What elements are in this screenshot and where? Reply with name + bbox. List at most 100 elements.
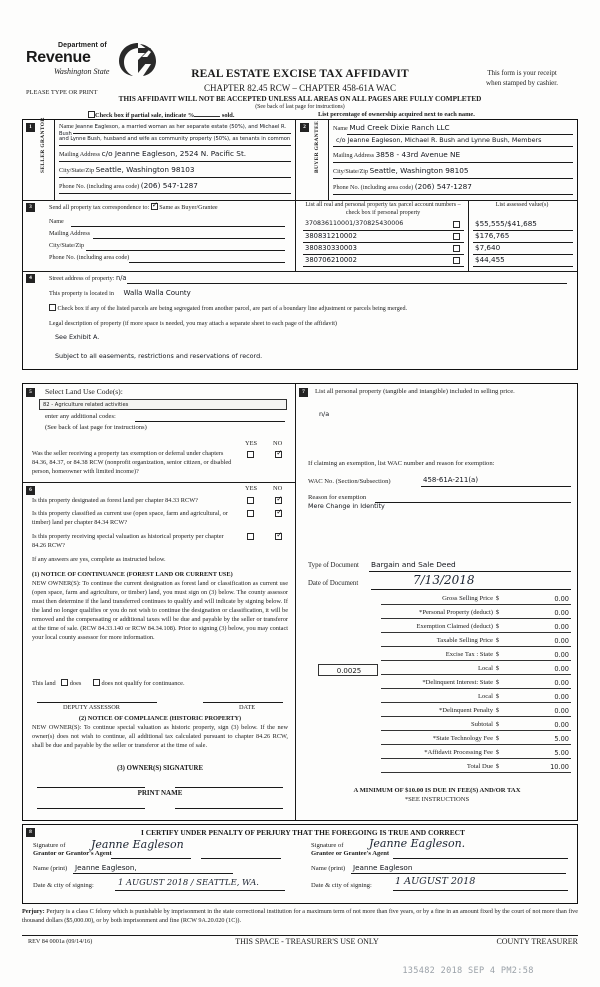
money-row-processing-fee: *Affidavit Processing Fee $ 5.00 xyxy=(301,748,571,761)
corr-name-rule[interactable] xyxy=(71,226,285,227)
land-use-see-back: (See back of last page for instructions) xyxy=(45,424,147,431)
taxable-selling-price-value[interactable]: 0.00 xyxy=(554,637,569,645)
seller-name-field-2: and Lynne Bush, husband and wife as comm… xyxy=(59,135,291,142)
historic-yes-checkbox[interactable] xyxy=(247,533,254,540)
deputy-assessor-sig-line[interactable] xyxy=(37,702,157,703)
seller-name-value-line2[interactable]: and Lynne Bush, husband and wife as comm… xyxy=(59,136,291,142)
grantor-signature-value[interactable]: Jeanne Eagleson xyxy=(91,838,184,851)
grantee-name-value[interactable]: Jeanne Eagleson xyxy=(353,863,413,872)
money-row-tech-fee: *State Technology Fee $ 5.00 xyxy=(301,734,571,747)
excise-tax-state-value[interactable]: 0.00 xyxy=(554,651,569,659)
state-technology-fee-value[interactable]: 5.00 xyxy=(554,735,569,743)
subtotal-value[interactable]: 0.00 xyxy=(554,721,569,729)
corr-phone-rule[interactable] xyxy=(129,262,285,263)
total-due-value[interactable]: 10.00 xyxy=(550,763,569,771)
delinquent-interest-local-value[interactable]: 0.00 xyxy=(554,693,569,701)
assessed-value-2[interactable]: $176,765 xyxy=(475,231,510,240)
corr-city-rule[interactable] xyxy=(86,250,285,251)
corr-mailing-rule[interactable] xyxy=(93,238,285,239)
owner-signature-line-1[interactable] xyxy=(37,787,145,788)
parcel-personal-checkbox-4[interactable] xyxy=(453,257,460,264)
located-in-value[interactable]: Walla Walla County xyxy=(123,289,191,297)
current-use-question: Is this property classified as current u… xyxy=(32,510,228,526)
grantor-date-value[interactable]: 1 AUGUST 2018 / SEATTLE, WA. xyxy=(118,877,259,887)
historic-no-checkbox[interactable] xyxy=(275,531,282,540)
additional-codes-input[interactable] xyxy=(135,421,285,422)
owner-printname-line-1[interactable] xyxy=(37,808,145,809)
does-not-qualify-checkbox[interactable] xyxy=(92,679,100,686)
current-use-no-checkbox[interactable] xyxy=(275,508,282,517)
doc-date-value[interactable]: 7/13/2018 xyxy=(413,573,475,587)
affidavit-processing-fee-value[interactable]: 5.00 xyxy=(554,749,569,757)
seller-mailing-value[interactable]: c/o Jeanne Eagleson, 2524 N. Pacific St. xyxy=(101,149,247,158)
local-rate-box[interactable]: 0.0025 xyxy=(318,664,378,676)
grantee-signature-value[interactable]: Jeanne Eagleson. xyxy=(369,837,466,850)
parcel-personal-checkbox-1[interactable] xyxy=(453,221,460,228)
grantee-signature-rule xyxy=(393,858,568,859)
gross-selling-price-value[interactable]: 0.00 xyxy=(554,595,569,603)
assessed-value-3[interactable]: $7,640 xyxy=(475,243,501,252)
parcel-header-line2: numbers – check box if personal property xyxy=(345,202,461,216)
seller-mailing-field: Mailing Address c/o Jeanne Eagleson, 252… xyxy=(59,149,246,158)
seller-exemption-yes-checkbox[interactable] xyxy=(247,451,254,458)
forest-land-yes-checkbox[interactable] xyxy=(247,497,254,504)
assessed-value-4[interactable]: $44,455 xyxy=(475,255,505,264)
buyer-phone-value[interactable]: (206) 547-1287 xyxy=(414,182,472,191)
money-row-excise-local: Local $ 0.00 xyxy=(301,664,571,677)
current-use-yes-checkbox[interactable] xyxy=(247,510,254,517)
parcel-number-3[interactable]: 380830330003 xyxy=(305,244,357,252)
segregated-row: Check box if any of the listed parcels a… xyxy=(49,304,569,312)
delinquent-interest-state-value[interactable]: 0.00 xyxy=(554,679,569,687)
seller-name-value-line1[interactable]: Jeanne Eagleson, a married woman as her … xyxy=(59,124,287,137)
assessed-value-1[interactable]: $55,555/$41,685 xyxy=(475,219,537,228)
same-as-buyer-checkbox[interactable] xyxy=(150,201,158,210)
buyer-mailing-value[interactable]: 3858 - 43rd Avenue NE xyxy=(375,150,461,159)
personal-property-deduct-value[interactable]: 0.00 xyxy=(554,609,569,617)
delinquent-penalty-value[interactable]: 0.00 xyxy=(554,707,569,715)
parcel-number-2[interactable]: 380831210002 xyxy=(305,232,357,240)
buyer-name-rule-2 xyxy=(333,146,573,147)
parcel-personal-checkbox-3[interactable] xyxy=(453,245,460,252)
doc-type-value[interactable]: Bargain and Sale Deed xyxy=(371,560,456,569)
partial-sale-checkbox[interactable] xyxy=(88,111,95,118)
legal-description-label: Legal description of property (if more s… xyxy=(49,320,337,327)
reason-exemption-value[interactable]: Mere Change in Identity xyxy=(308,502,385,510)
owner-printname-line-2[interactable] xyxy=(175,808,283,809)
section4-top-rule xyxy=(23,271,577,272)
street-address-value[interactable]: n/a xyxy=(116,274,127,282)
buyer-name-value-line2[interactable]: c/o Jeanne Eagleson, Michael R. Bush and… xyxy=(336,136,542,144)
parcel-personal-checkbox-2[interactable] xyxy=(453,233,460,240)
if-any-yes-note: If any answers are yes, complete as inst… xyxy=(32,556,166,563)
grantee-date-value[interactable]: 1 AUGUST 2018 xyxy=(395,876,476,887)
parcel-number-4[interactable]: 380706210002 xyxy=(305,256,357,264)
excise-tax-local-value[interactable]: 0.00 xyxy=(554,665,569,673)
deputy-assessor-date-line[interactable] xyxy=(203,702,283,703)
segregated-checkbox[interactable] xyxy=(49,304,56,311)
land-use-section-number: 5 xyxy=(26,388,35,397)
seller-phone-label: Phone No. (including area code) xyxy=(59,183,140,190)
wac-number-value[interactable]: 458-61A-211(a) xyxy=(423,476,479,484)
buyer-name-value-line1[interactable]: Mud Creek Dixie Ranch LLC xyxy=(349,123,450,132)
buyer-band-divider xyxy=(328,120,329,200)
seller-city-value[interactable]: Seattle, Washington 98103 xyxy=(95,165,195,174)
land-use-code-select[interactable]: 82 - Agriculture related activities xyxy=(39,399,287,410)
buyer-city-rule xyxy=(333,178,573,179)
seller-exemption-no-checkbox[interactable] xyxy=(275,449,282,458)
money-row-delinq-int-state: *Delinquent Interest: State $ 0.00 xyxy=(301,678,571,691)
parcel-number-1[interactable]: 370836110001/370825430006 xyxy=(305,220,404,227)
legal-description-line2[interactable]: Subject to all easements, restrictions a… xyxy=(55,352,263,360)
does-qualify-checkbox[interactable] xyxy=(61,679,69,686)
owner-signature-line-2[interactable] xyxy=(175,787,283,788)
reason-exemption-rule[interactable] xyxy=(375,502,571,503)
forest-land-no-checkbox[interactable] xyxy=(275,495,282,504)
personal-property-value[interactable]: n/a xyxy=(319,410,330,418)
buyer-city-value[interactable]: Seattle, Washington 98105 xyxy=(369,166,469,175)
please-type-label: PLEASE TYPE OR PRINT xyxy=(26,89,98,96)
grantor-name-value[interactable]: Jeanne Eagleson, xyxy=(75,863,137,872)
lower-sections-box: 5 Select Land Use Code(s): 82 - Agricult… xyxy=(22,383,578,821)
legal-description-line1[interactable]: See Exhibit A. xyxy=(55,333,100,341)
partial-sale-percent-input[interactable] xyxy=(194,116,221,117)
does-label: does xyxy=(69,680,82,687)
exemption-claimed-value[interactable]: 0.00 xyxy=(554,623,569,631)
seller-phone-value[interactable]: (206) 547-1287 xyxy=(140,181,198,190)
